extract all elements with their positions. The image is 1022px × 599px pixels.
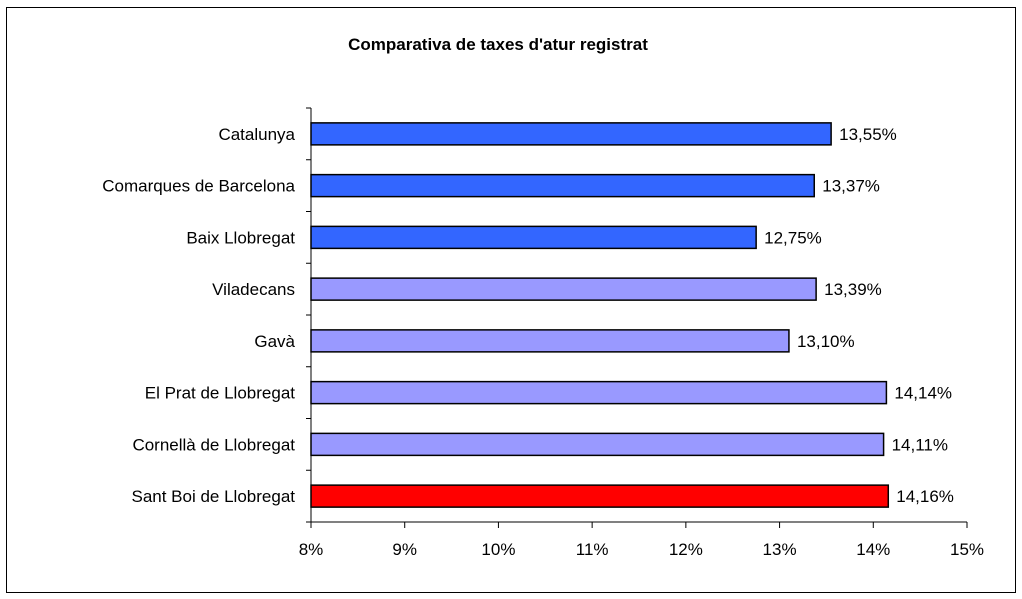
bar: [310, 225, 757, 250]
x-tick-label: 13%: [763, 540, 797, 559]
bar: [310, 380, 888, 405]
x-tick-label: 9%: [392, 540, 417, 559]
value-label: 13,10%: [797, 332, 855, 351]
value-label: 13,39%: [824, 280, 882, 299]
x-tick-label: 12%: [669, 540, 703, 559]
value-label: 12,75%: [764, 228, 822, 247]
tick-labels: 8% 9% 10% 11% 12% 13% 14% 15%: [299, 540, 984, 559]
category-label: Baix Llobregat: [186, 228, 295, 247]
bar: [310, 122, 832, 146]
value-label: 13,37%: [822, 177, 880, 196]
bar: [310, 329, 790, 353]
bar: [310, 173, 815, 198]
x-tick-label: 14%: [856, 540, 890, 559]
value-label: 14,14%: [894, 384, 952, 403]
value-labels: 13,55% 13,37% 12,75% 13,39% 13,10% 14,14% 14,1…: [764, 125, 954, 506]
bar: [310, 432, 885, 457]
category-label: Comarques de Barcelona: [102, 177, 295, 196]
category-label: Viladecans: [212, 280, 295, 299]
x-tick-label: 15%: [950, 540, 984, 559]
chart-title: Comparativa de taxes d'atur registrat: [348, 35, 648, 54]
x-tick-label: 10%: [481, 540, 515, 559]
category-label: Cornellà de Llobregat: [132, 435, 295, 454]
value-label: 14,11%: [892, 435, 948, 454]
axes: [306, 107, 968, 528]
x-tick-label: 11%: [576, 540, 609, 559]
bar: [310, 277, 817, 301]
value-label: 14,16%: [896, 487, 954, 506]
bars: [310, 122, 890, 508]
x-tick-label: 8%: [299, 540, 324, 559]
category-label: El Prat de Llobregat: [145, 384, 296, 403]
category-label: Sant Boi de Llobregat: [131, 487, 295, 506]
category-labels: Catalunya Comarques de Barcelona Baix Llob…: [102, 125, 295, 506]
bar: [310, 484, 890, 508]
category-label: Catalunya: [218, 125, 295, 144]
value-label: 13,55%: [839, 125, 897, 144]
category-label: Gavà: [254, 332, 295, 351]
